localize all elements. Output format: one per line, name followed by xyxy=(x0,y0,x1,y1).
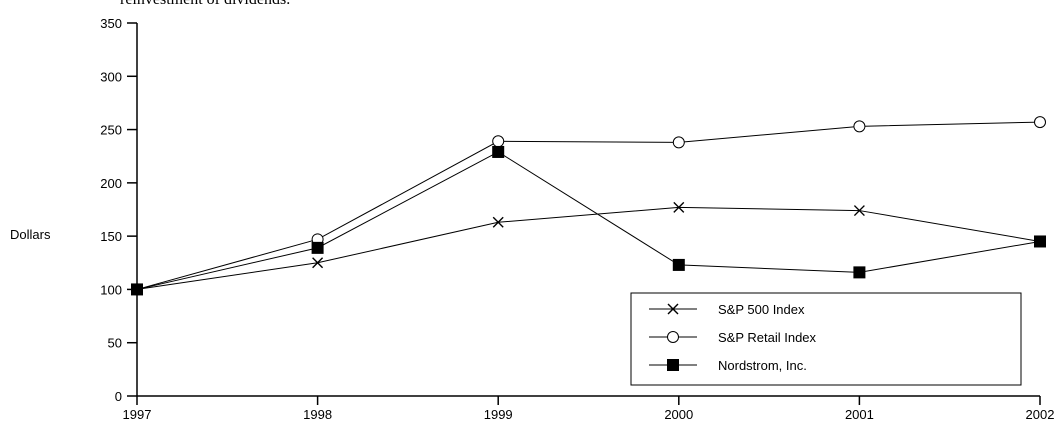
y-tick-label: 150 xyxy=(100,229,122,244)
square-marker xyxy=(131,283,143,296)
data-point xyxy=(853,120,866,133)
circle-marker xyxy=(853,120,866,133)
data-point xyxy=(672,258,685,271)
x-tick-label: 1998 xyxy=(303,407,332,422)
square-marker xyxy=(853,266,866,279)
y-tick-label: 100 xyxy=(100,282,122,297)
legend-item: S&P 500 Index xyxy=(649,302,805,317)
data-point xyxy=(492,135,505,148)
data-point xyxy=(311,241,324,254)
data-point xyxy=(131,283,143,296)
data-point xyxy=(1034,116,1046,129)
x-marker xyxy=(667,303,679,315)
x-tick-label: 2000 xyxy=(664,407,693,422)
data-point xyxy=(1034,235,1046,248)
x-tick-label: 2002 xyxy=(1026,407,1055,422)
y-tick-label: 0 xyxy=(115,389,122,404)
y-tick-label: 200 xyxy=(100,176,122,191)
series-line xyxy=(136,206,1041,290)
chart-axes: 0 50 100 150 200 250 300 350 1997 1998 1999 2000 200… xyxy=(10,16,1054,422)
square-marker xyxy=(672,258,685,271)
series-1 xyxy=(131,116,1046,296)
legend-label: S&P 500 Index xyxy=(718,302,805,317)
square-marker xyxy=(492,145,505,158)
data-point xyxy=(672,136,685,149)
legend-item: S&P Retail Index xyxy=(649,330,817,345)
series-line xyxy=(136,121,1041,290)
y-axis-label: Dollars xyxy=(10,227,51,242)
x-marker xyxy=(492,216,504,228)
square-marker xyxy=(667,359,679,371)
x-tick-label: 2001 xyxy=(845,407,874,422)
series-0 xyxy=(131,201,1046,295)
data-point xyxy=(492,216,504,228)
data-point xyxy=(673,201,685,213)
series-2 xyxy=(131,145,1046,296)
legend-item: Nordstrom, Inc. xyxy=(649,358,807,373)
y-tick-label: 300 xyxy=(100,69,122,84)
x-tick-label: 1997 xyxy=(123,407,152,422)
y-tick-label: 250 xyxy=(100,123,122,138)
x-marker xyxy=(673,201,685,213)
square-marker xyxy=(1034,235,1046,248)
chart-legend: S&P 500 Index S&P Retail Index Nordstrom, … xyxy=(630,292,1022,386)
series-line xyxy=(136,151,1041,290)
x-tick-label: 1999 xyxy=(484,407,513,422)
x-marker xyxy=(312,257,324,269)
square-marker xyxy=(311,241,324,254)
chart-caption: reinvestment of dividends. xyxy=(120,0,290,9)
circle-marker xyxy=(492,135,505,148)
x-marker xyxy=(853,205,865,217)
data-point xyxy=(853,205,865,217)
circle-marker xyxy=(1034,116,1046,129)
y-tick-label: 50 xyxy=(108,336,122,351)
circle-marker xyxy=(667,331,679,343)
legend-label: Nordstrom, Inc. xyxy=(718,358,807,373)
circle-marker xyxy=(672,136,685,149)
data-point xyxy=(492,145,505,158)
chart-series xyxy=(131,116,1046,296)
data-point xyxy=(312,257,324,269)
legend-label: S&P Retail Index xyxy=(718,330,817,345)
data-point xyxy=(853,266,866,279)
y-tick-label: 350 xyxy=(100,16,122,31)
legend-box xyxy=(630,292,1022,386)
